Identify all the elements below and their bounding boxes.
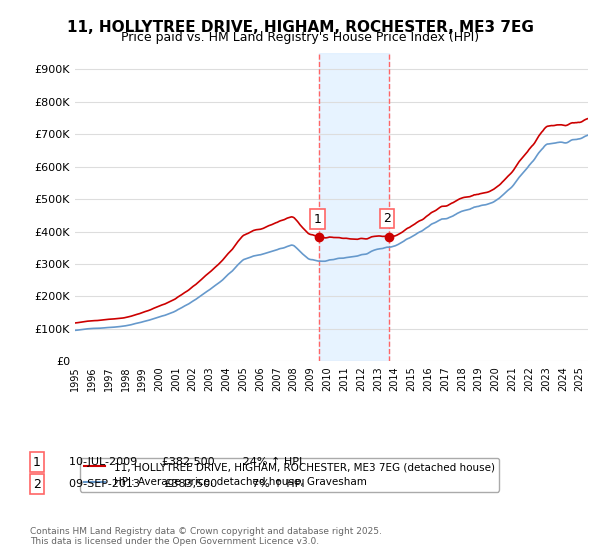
Text: 2: 2 [33, 478, 41, 491]
Text: 10-JUL-2009       £382,500        24% ↑ HPI: 10-JUL-2009 £382,500 24% ↑ HPI [69, 457, 302, 467]
Text: 11, HOLLYTREE DRIVE, HIGHAM, ROCHESTER, ME3 7EG: 11, HOLLYTREE DRIVE, HIGHAM, ROCHESTER, … [67, 20, 533, 35]
Legend: 11, HOLLYTREE DRIVE, HIGHAM, ROCHESTER, ME3 7EG (detached house), HPI: Average p: 11, HOLLYTREE DRIVE, HIGHAM, ROCHESTER, … [80, 458, 499, 492]
Text: 1: 1 [314, 213, 322, 226]
Bar [319, 53, 389, 361]
Text: 09-SEP-2013       £383,500          7% ↑ HPI: 09-SEP-2013 £383,500 7% ↑ HPI [69, 479, 305, 489]
Text: Contains HM Land Registry data © Crown copyright and database right 2025.
This d: Contains HM Land Registry data © Crown c… [30, 526, 382, 546]
Text: 1: 1 [33, 455, 41, 469]
Text: 2: 2 [383, 212, 391, 225]
Text: Price paid vs. HM Land Registry's House Price Index (HPI): Price paid vs. HM Land Registry's House … [121, 31, 479, 44]
